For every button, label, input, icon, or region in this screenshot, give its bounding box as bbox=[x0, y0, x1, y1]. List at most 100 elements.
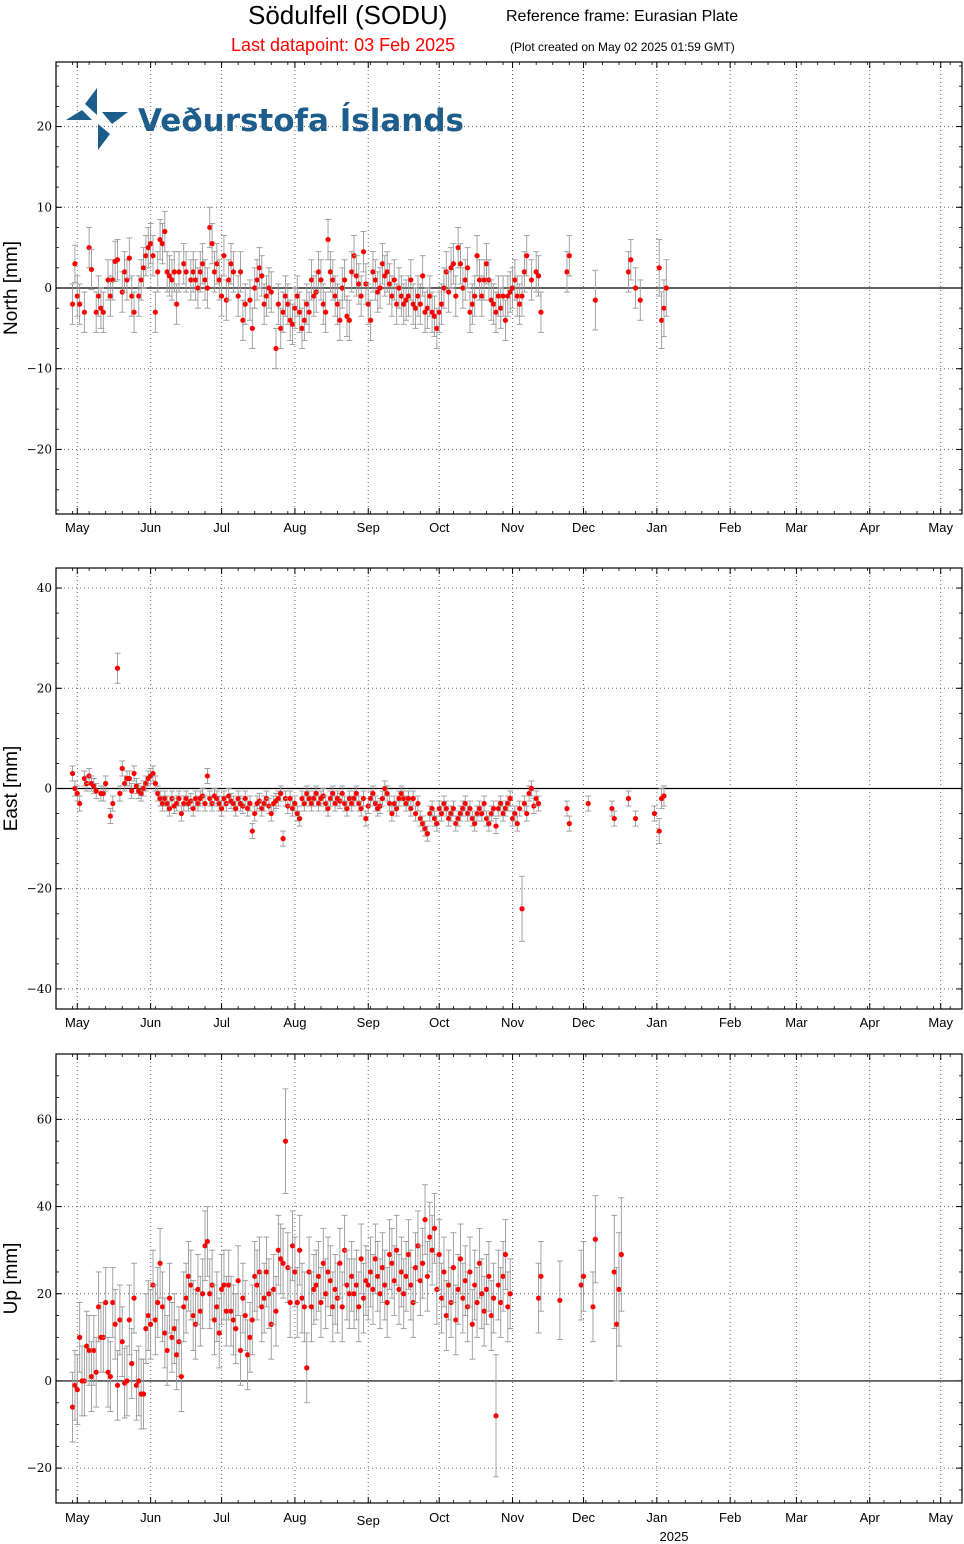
logo-mark-top bbox=[85, 88, 97, 115]
data-point bbox=[254, 277, 260, 283]
data-point bbox=[247, 800, 253, 807]
data-point bbox=[91, 1347, 97, 1354]
data-point bbox=[192, 795, 199, 802]
data-point bbox=[465, 265, 471, 271]
data-point bbox=[249, 325, 255, 331]
data-point bbox=[216, 1330, 222, 1336]
data-point bbox=[204, 773, 210, 779]
data-point bbox=[190, 1312, 196, 1319]
x-tick-label: Sep bbox=[357, 520, 380, 535]
data-point bbox=[209, 241, 215, 247]
data-point bbox=[204, 285, 210, 291]
data-point bbox=[159, 1304, 166, 1310]
data-point bbox=[230, 269, 237, 275]
data-point bbox=[178, 1373, 184, 1380]
data-point bbox=[332, 1286, 338, 1292]
x-tick-label: Jun bbox=[140, 520, 161, 535]
data-point bbox=[372, 800, 378, 807]
data-point bbox=[195, 800, 201, 807]
data-point bbox=[103, 1299, 109, 1306]
data-point bbox=[417, 1278, 423, 1284]
data-point bbox=[117, 1317, 123, 1323]
data-point bbox=[382, 1282, 388, 1288]
data-point bbox=[417, 815, 423, 822]
data-point bbox=[162, 1330, 168, 1336]
data-point bbox=[519, 906, 525, 912]
data-point bbox=[476, 277, 483, 283]
x-tick-label: Dec bbox=[572, 1015, 596, 1030]
data-point bbox=[235, 795, 241, 802]
data-point bbox=[282, 293, 289, 299]
data-point bbox=[252, 285, 258, 291]
data-point bbox=[488, 297, 494, 303]
data-point bbox=[457, 1256, 464, 1262]
data-point bbox=[197, 269, 203, 275]
logo-mark-left bbox=[66, 110, 92, 120]
data-point bbox=[375, 1273, 381, 1279]
y-axis-label: North [mm] bbox=[1, 241, 22, 335]
data-point bbox=[446, 1282, 452, 1288]
logo-mark-right bbox=[102, 112, 128, 124]
data-point bbox=[152, 780, 158, 787]
data-point bbox=[200, 1291, 206, 1297]
data-point bbox=[377, 1291, 383, 1297]
data-point bbox=[455, 1286, 461, 1292]
data-point bbox=[129, 788, 135, 794]
data-point bbox=[495, 805, 501, 812]
data-point bbox=[214, 795, 220, 802]
data-point bbox=[394, 1247, 400, 1253]
data-point bbox=[275, 795, 281, 802]
data-point bbox=[105, 1369, 111, 1375]
data-point bbox=[292, 1269, 298, 1275]
data-point bbox=[299, 325, 305, 331]
data-point bbox=[427, 810, 433, 817]
data-point bbox=[107, 1373, 114, 1380]
data-point bbox=[356, 281, 362, 287]
data-point bbox=[126, 775, 132, 782]
data-point bbox=[69, 770, 76, 777]
data-point bbox=[320, 1260, 326, 1266]
logo-wordmark: Veðurstofa Íslands bbox=[138, 103, 464, 139]
data-point bbox=[207, 224, 213, 231]
data-point bbox=[216, 277, 222, 283]
x-tick-label: Jul bbox=[213, 520, 230, 535]
data-point bbox=[301, 317, 307, 323]
data-point bbox=[339, 790, 345, 797]
x-tick-label: Nov bbox=[501, 1510, 525, 1525]
data-point bbox=[145, 1312, 151, 1319]
data-point bbox=[479, 1291, 485, 1297]
data-point bbox=[453, 293, 459, 299]
data-point bbox=[509, 815, 516, 822]
data-point bbox=[268, 289, 274, 295]
data-point bbox=[268, 810, 274, 817]
data-point bbox=[420, 820, 426, 827]
data-point bbox=[495, 1282, 501, 1288]
data-point bbox=[325, 236, 331, 243]
data-point bbox=[408, 277, 414, 283]
data-point bbox=[275, 301, 281, 307]
data-point bbox=[481, 277, 487, 283]
data-point bbox=[538, 1273, 544, 1279]
data-point bbox=[271, 1286, 277, 1292]
data-point bbox=[226, 1282, 232, 1288]
data-point bbox=[155, 790, 161, 797]
data-point bbox=[457, 810, 464, 817]
data-point bbox=[405, 795, 412, 802]
data-point bbox=[391, 1278, 397, 1284]
data-point bbox=[611, 1269, 617, 1275]
data-point bbox=[242, 301, 248, 307]
data-point bbox=[166, 273, 173, 279]
x-tick-label: Jun bbox=[140, 1510, 161, 1525]
x-tick-label: May bbox=[928, 1015, 953, 1030]
data-point bbox=[249, 1317, 255, 1323]
x-tick-label: Oct bbox=[429, 1015, 450, 1030]
data-point bbox=[450, 1265, 457, 1271]
data-point bbox=[431, 815, 438, 822]
data-point bbox=[488, 810, 494, 817]
data-point bbox=[230, 800, 237, 807]
data-point bbox=[351, 795, 357, 802]
data-point bbox=[311, 1286, 317, 1292]
data-point bbox=[289, 321, 296, 327]
data-point bbox=[110, 800, 116, 807]
